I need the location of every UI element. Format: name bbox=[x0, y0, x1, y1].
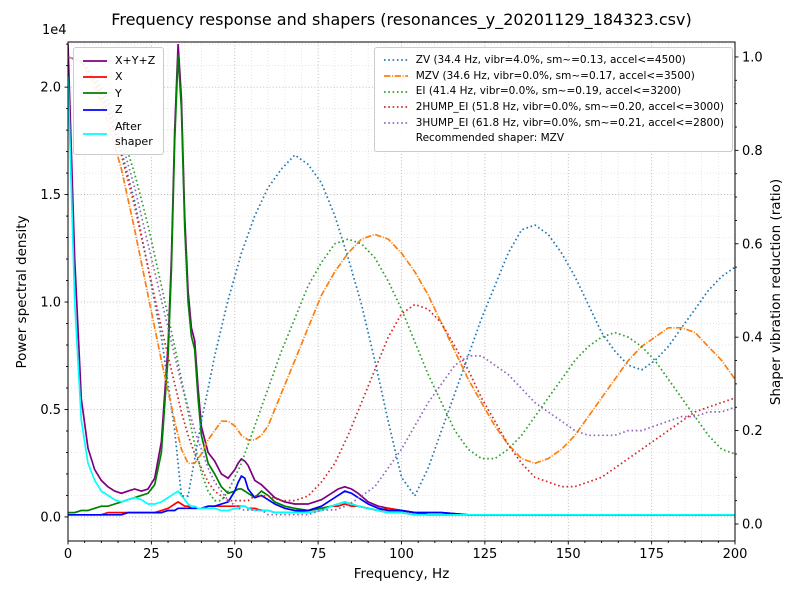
legend-item-2hump-ei: 2HUMP_EI (51.8 Hz, vibr=0.0%, sm~=0.20, … bbox=[383, 100, 724, 115]
legend-swatch-y bbox=[82, 88, 108, 98]
legend-label-recommended-shaper: Recommended shaper: MZV bbox=[415, 132, 565, 145]
tick-labels: 0 25 50 75 100 125 150 175 200 0.0 0.5 1.0 1.5 2.0 0.0… bbox=[40, 50, 762, 562]
chart-title: Frequency response and shapers (resonanc… bbox=[111, 10, 692, 29]
y-left-tick-label: 1.5 bbox=[40, 188, 61, 203]
y-left-tick-label: 0.0 bbox=[40, 510, 61, 525]
y-left-tick-label: 1.0 bbox=[40, 296, 61, 311]
legend-label-sum: X+Y+Z bbox=[115, 54, 156, 67]
series-2hump-ei bbox=[68, 56, 735, 502]
y-right-tick-label: 0.0 bbox=[742, 517, 763, 532]
legend-swatch-after-shaper bbox=[82, 129, 108, 139]
legend-item-ei: EI (41.4 Hz, vibr=0.0%, sm~=0.19, accel<… bbox=[383, 84, 724, 99]
y-right-tick-label: 0.2 bbox=[742, 424, 763, 439]
x-axis-label: Frequency, Hz bbox=[353, 566, 450, 582]
legend-swatch-zv bbox=[383, 55, 409, 65]
x-tick-label: 125 bbox=[472, 547, 497, 562]
x-tick-label: 50 bbox=[226, 547, 243, 562]
x-tick-label: 0 bbox=[64, 547, 72, 562]
legend-label-z: Z bbox=[115, 103, 123, 117]
legend-label-zv: ZV (34.4 Hz, vibr=4.0%, sm~=0.13, accel<… bbox=[415, 54, 686, 66]
x-tick-label: 25 bbox=[143, 547, 160, 562]
series-ei bbox=[68, 56, 735, 502]
series-group bbox=[68, 44, 735, 516]
x-tick-label: 200 bbox=[723, 547, 748, 562]
legend-swatch-x bbox=[82, 72, 108, 82]
x-tick-label: 175 bbox=[639, 547, 664, 562]
y-left-tick-label: 2.0 bbox=[40, 81, 61, 96]
x-tick-label: 100 bbox=[389, 547, 414, 562]
axis-offset-text: 1e4 bbox=[42, 23, 67, 38]
legend-shapers: ZV (34.4 Hz, vibr=4.0%, sm~=0.13, accel<… bbox=[373, 47, 733, 153]
legend-swatch-mzv bbox=[383, 71, 409, 81]
legend-item-x: X bbox=[82, 69, 155, 84]
legend-item-3hump-ei: 3HUMP_EI (61.8 Hz, vibr=0.0%, sm~=0.21, … bbox=[383, 116, 724, 131]
legend-swatch-3hump-ei bbox=[383, 118, 409, 128]
x-tick-label: 75 bbox=[310, 547, 327, 562]
legend-item-mzv: MZV (34.6 Hz, vibr=0.0%, sm~=0.17, accel… bbox=[383, 69, 724, 84]
legend-item-zv: ZV (34.4 Hz, vibr=4.0%, sm~=0.13, accel<… bbox=[383, 53, 724, 68]
legend-item-recommended-shaper: Recommended shaper: MZV bbox=[383, 131, 724, 146]
y-right-tick-label: 0.6 bbox=[742, 237, 763, 252]
legend-swatch-z bbox=[82, 105, 108, 115]
legend-label-ei: EI (41.4 Hz, vibr=0.0%, sm~=0.19, accel<… bbox=[415, 85, 682, 98]
legend-swatch-2hump-ei bbox=[383, 102, 409, 112]
series-after-shaper bbox=[68, 76, 735, 516]
y-axis-label-left: Power spectral density bbox=[14, 215, 30, 369]
legend-label-2hump-ei: 2HUMP_EI (51.8 Hz, vibr=0.0%, sm~=0.20, … bbox=[415, 101, 724, 114]
legend-item-y: Y bbox=[82, 86, 155, 101]
legend-psd: X+Y+Z X Y Z After shaper bbox=[73, 47, 165, 156]
y-left-tick-label: 0.5 bbox=[40, 403, 61, 418]
y-right-tick-label: 0.4 bbox=[742, 331, 763, 346]
legend-label-after-shaper: After shaper bbox=[115, 119, 153, 148]
legend-swatch-ei bbox=[383, 87, 409, 97]
series-z bbox=[68, 474, 735, 516]
legend-label-3hump-ei: 3HUMP_EI (61.8 Hz, vibr=0.0%, sm~=0.21, … bbox=[415, 116, 724, 129]
legend-swatch-sum bbox=[82, 56, 108, 66]
legend-label-x: X bbox=[115, 70, 123, 84]
legend-item-after-shaper: After shaper bbox=[82, 119, 155, 150]
series-mzv bbox=[68, 56, 735, 465]
legend-item-sum: X+Y+Z bbox=[82, 53, 155, 68]
series-3hump-ei bbox=[68, 56, 735, 516]
x-tick-label: 150 bbox=[556, 547, 581, 562]
y-axis-label-right: Shaper vibration reduction (ratio) bbox=[768, 178, 784, 406]
tick-marks bbox=[64, 43, 739, 545]
legend-label-mzv: MZV (34.6 Hz, vibr=0.0%, sm~=0.17, accel… bbox=[415, 69, 695, 82]
legend-label-y: Y bbox=[115, 86, 122, 100]
y-right-tick-label: 1.0 bbox=[742, 50, 763, 65]
legend-item-z: Z bbox=[82, 102, 155, 117]
y-right-tick-label: 0.8 bbox=[742, 144, 763, 159]
